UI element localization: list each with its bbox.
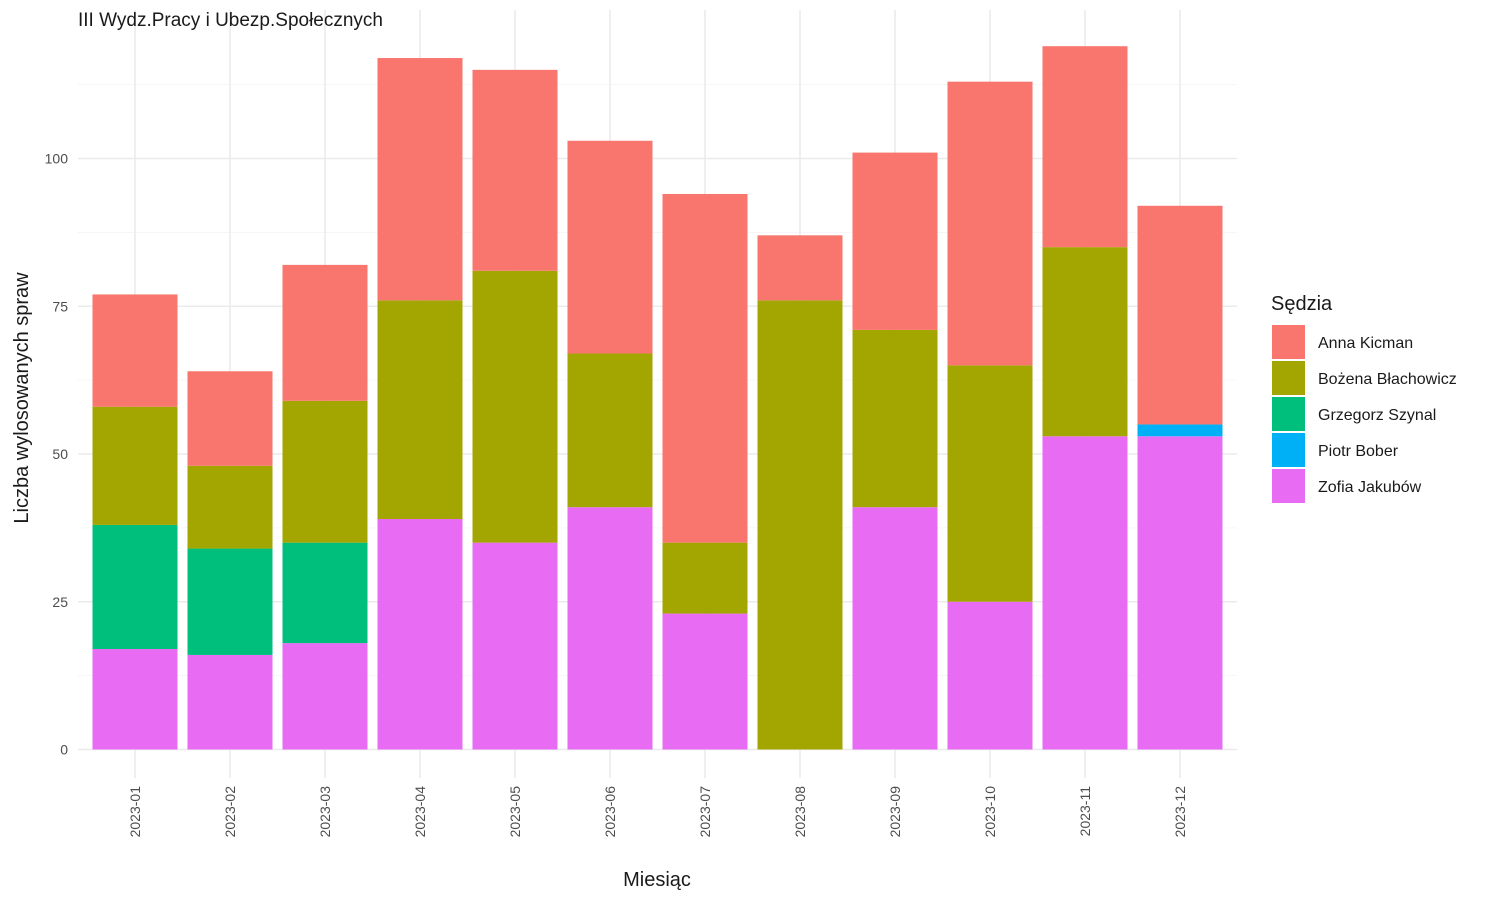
bar-segment bbox=[1137, 436, 1223, 750]
legend-label: Zofia Jakubów bbox=[1318, 479, 1422, 496]
bar-segment bbox=[92, 649, 178, 750]
y-tick-label: 0 bbox=[60, 742, 68, 758]
chart-title: III Wydz.Pracy i Ubezp.Społecznych bbox=[78, 10, 383, 31]
bar-segment bbox=[567, 507, 653, 750]
legend-key bbox=[1272, 361, 1305, 395]
x-tick-label: 2023-05 bbox=[507, 786, 523, 838]
bar-segment bbox=[187, 548, 273, 655]
bar-segment bbox=[92, 524, 178, 650]
bar-segment bbox=[282, 542, 368, 644]
bar-segment bbox=[1042, 247, 1128, 437]
x-tick-label: 2023-06 bbox=[602, 786, 618, 838]
bar-segment bbox=[92, 294, 178, 407]
bar-segment bbox=[947, 81, 1033, 366]
bar-segment bbox=[567, 353, 653, 508]
x-tick-label: 2023-11 bbox=[1077, 786, 1093, 837]
bar-segment bbox=[567, 140, 653, 354]
y-tick-label: 100 bbox=[45, 151, 69, 167]
x-tick-label: 2023-02 bbox=[222, 786, 238, 838]
legend-key bbox=[1272, 469, 1305, 503]
x-tick-label: 2023-09 bbox=[887, 786, 903, 838]
x-tick-label: 2023-07 bbox=[697, 786, 713, 838]
legend-key bbox=[1272, 397, 1305, 431]
bar-segment bbox=[852, 329, 938, 508]
bar-segment bbox=[852, 152, 938, 330]
bar-segment bbox=[377, 519, 463, 750]
x-tick-label: 2023-01 bbox=[127, 786, 143, 838]
legend-label: Grzegorz Szynal bbox=[1318, 407, 1436, 424]
legend-label: Anna Kicman bbox=[1318, 335, 1413, 352]
bar-segment bbox=[472, 542, 558, 750]
y-tick-label: 50 bbox=[52, 446, 68, 462]
bar-segment bbox=[947, 365, 1033, 602]
x-axis-ticks: 2023-01 2023-02 2023-03 2023-04 2023-05 2023-… bbox=[127, 786, 1188, 838]
bar-segment bbox=[187, 654, 273, 750]
legend-label: Piotr Bober bbox=[1318, 443, 1399, 460]
bar-segment bbox=[377, 300, 463, 520]
x-tick-label: 2023-04 bbox=[412, 786, 428, 838]
bar-segment bbox=[947, 601, 1033, 750]
bar-segment bbox=[662, 542, 748, 614]
bar-segment bbox=[377, 58, 463, 301]
bars bbox=[92, 46, 1223, 750]
x-tick-label: 2023-03 bbox=[317, 786, 333, 838]
legend-key bbox=[1272, 325, 1305, 359]
x-tick-label: 2023-12 bbox=[1172, 786, 1188, 838]
x-tick-label: 2023-10 bbox=[982, 786, 998, 838]
legend-label: Bożena Błachowicz bbox=[1318, 371, 1457, 388]
bar-segment bbox=[1042, 46, 1128, 248]
bar-segment bbox=[282, 400, 368, 543]
bar-segment bbox=[662, 613, 748, 750]
bar-segment bbox=[472, 270, 558, 543]
legend-title: Sędzia bbox=[1271, 293, 1333, 315]
bar-segment bbox=[282, 643, 368, 750]
bar-segment bbox=[1042, 436, 1128, 750]
y-tick-label: 75 bbox=[52, 298, 68, 314]
y-tick-label: 25 bbox=[52, 594, 68, 610]
x-tick-label: 2023-08 bbox=[792, 786, 808, 838]
bar-segment bbox=[757, 235, 843, 301]
y-axis-title: Liczba wylosowanych spraw bbox=[11, 272, 33, 524]
bar-segment bbox=[1137, 205, 1223, 425]
y-axis-ticks: 0 25 50 75 100 bbox=[45, 151, 69, 758]
x-axis-title: Miesiąc bbox=[623, 869, 691, 891]
bar-segment bbox=[662, 193, 748, 543]
bar-segment bbox=[187, 465, 273, 549]
bar-segment bbox=[282, 264, 368, 401]
bar-segment bbox=[757, 300, 843, 750]
legend: Sędzia Anna Kicman Bożena Błachowicz Grzeg… bbox=[1271, 293, 1457, 503]
bar-segment bbox=[92, 406, 178, 525]
bar-segment bbox=[187, 371, 273, 466]
bar-segment bbox=[472, 69, 558, 271]
bar-segment bbox=[852, 507, 938, 750]
bar-segment bbox=[1137, 424, 1223, 437]
legend-key bbox=[1272, 433, 1305, 467]
